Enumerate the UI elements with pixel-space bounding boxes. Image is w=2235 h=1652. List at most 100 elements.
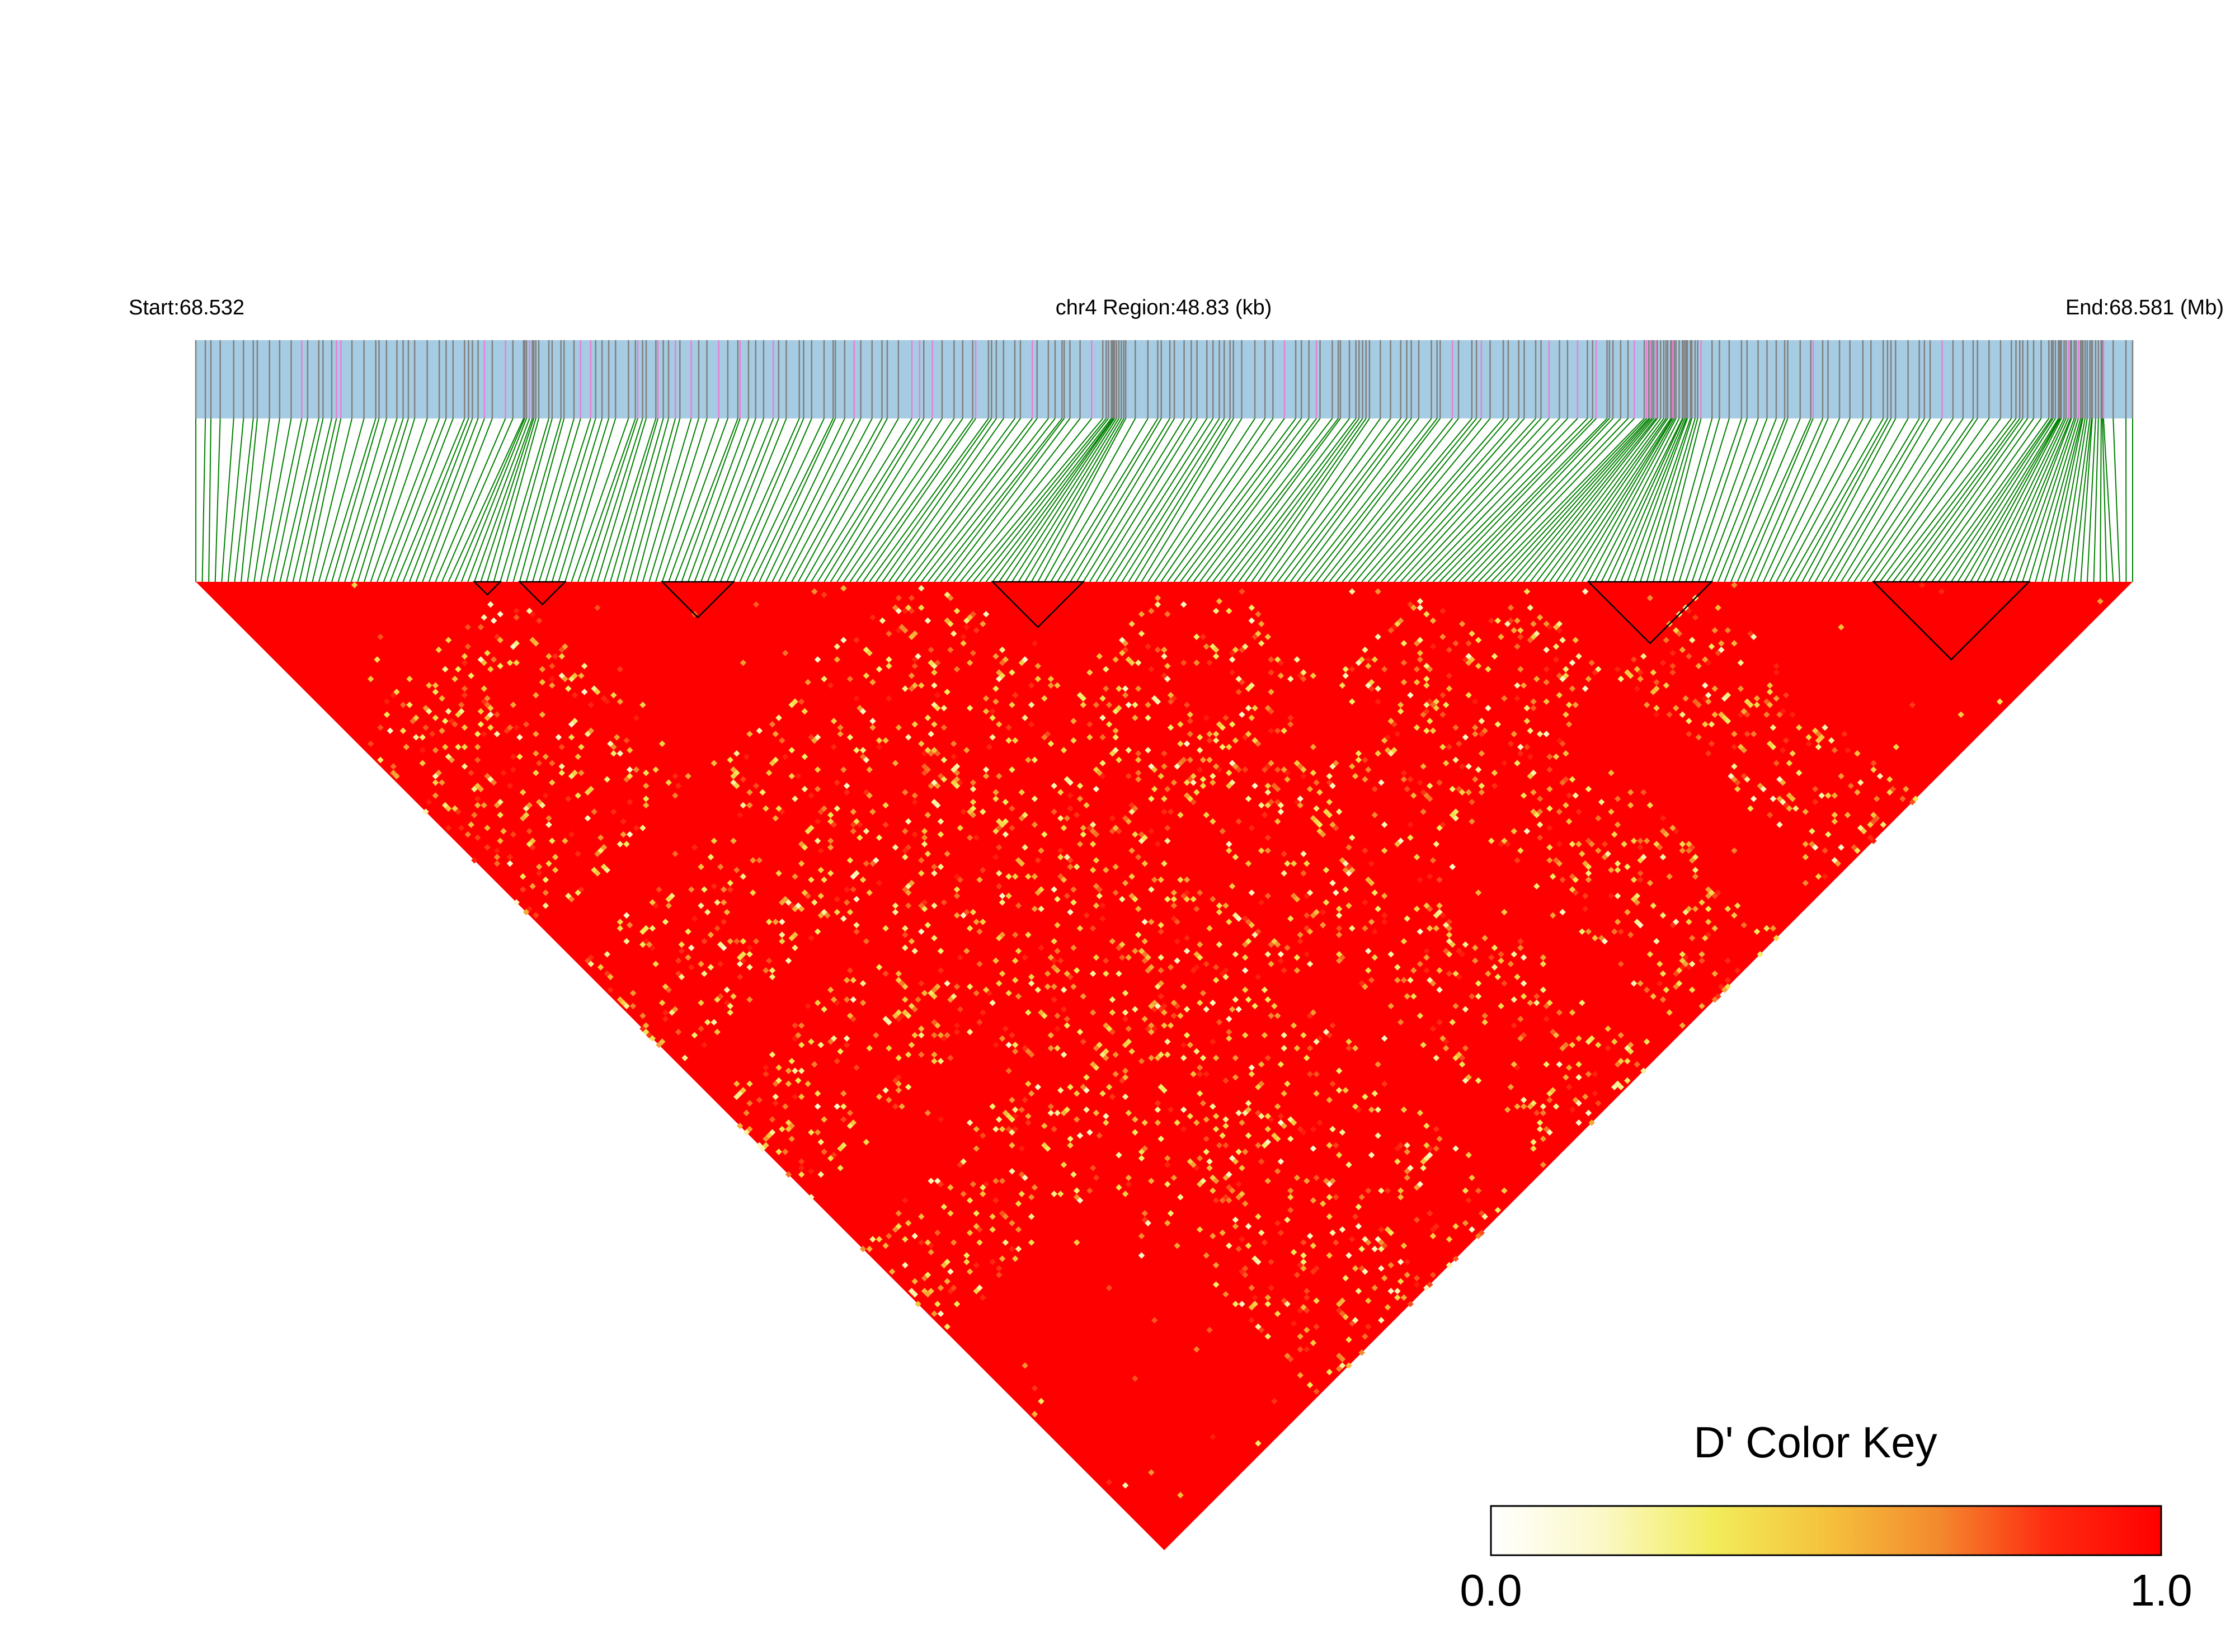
ld-cell [911, 798, 919, 806]
ld-cell [944, 1258, 951, 1265]
ld-cell [445, 825, 452, 831]
ld-cell [950, 1239, 957, 1246]
ld-cell [1132, 948, 1138, 954]
ld-cell [642, 769, 650, 776]
ld-cell [1096, 892, 1103, 900]
snp-connector [402, 418, 469, 582]
snp-connector [1432, 418, 1593, 582]
ld-cell [711, 837, 718, 844]
snp-connector [719, 418, 787, 582]
ld-cell [821, 1116, 827, 1123]
ld-cell [1151, 876, 1158, 883]
ld-cell [733, 769, 740, 776]
ld-cell [678, 973, 685, 981]
ld-cell [733, 867, 740, 874]
snp-connector [2073, 418, 2092, 582]
ld-cell [1724, 957, 1731, 964]
ld-cell [947, 595, 954, 601]
ld-cell [895, 608, 902, 614]
snp-connector [2100, 418, 2102, 582]
ld-cell [545, 815, 552, 822]
ld-cell [1151, 1025, 1158, 1032]
ld-cell [940, 704, 948, 712]
ld-cell [853, 921, 860, 929]
ld-cell [1530, 808, 1537, 815]
snp-connector [985, 418, 1112, 582]
ld-cell [542, 902, 549, 909]
snp-connector [1244, 418, 1363, 582]
snp-connector [610, 418, 659, 582]
ld-cell [944, 1032, 951, 1039]
ld-cell [604, 950, 611, 958]
ld-cell [1695, 734, 1702, 741]
ld-cell [1326, 1032, 1333, 1039]
ld-cell [1041, 1012, 1048, 1019]
ld-cell [1125, 1174, 1132, 1182]
ld-cell [1381, 821, 1388, 828]
ld-cell [1210, 1232, 1216, 1240]
ld-cell [432, 682, 439, 689]
ld-cell [1585, 870, 1592, 877]
ld-cell [1271, 1003, 1278, 1010]
ld-cell [1145, 714, 1151, 721]
ld-cell [1394, 977, 1401, 983]
ld-cell [1067, 805, 1074, 812]
ld-block-outline [660, 581, 736, 619]
ld-cell [792, 1067, 798, 1074]
ld-cell [918, 928, 925, 935]
ld-cell [1132, 714, 1138, 721]
ld-cell [1543, 1003, 1550, 1010]
ld-cell [1546, 766, 1553, 773]
ld-cell [853, 637, 860, 643]
ld-cell [982, 611, 990, 618]
ld-cell [1080, 1038, 1087, 1045]
ld-cell [963, 909, 970, 916]
ld-cell [714, 925, 721, 932]
ld-cell [1025, 873, 1032, 880]
ld-cell [1333, 1194, 1339, 1201]
ld-cell [1517, 633, 1524, 641]
ld-cell [513, 614, 520, 621]
ld-cell [529, 837, 536, 844]
snp-connector [778, 418, 862, 582]
ld-cell [1080, 825, 1087, 831]
ld-cell [1255, 1084, 1262, 1090]
ld-cell [1148, 763, 1155, 770]
snp-connector [1335, 418, 1472, 582]
ld-cell [1248, 921, 1255, 929]
ld-cell [1047, 1032, 1055, 1039]
ld-cell [717, 993, 724, 1000]
ld-cell [1471, 731, 1479, 737]
ld-cell [1145, 967, 1151, 974]
ld-cell [934, 782, 941, 789]
ld-cell [1196, 941, 1203, 948]
ld-cell [1585, 1109, 1592, 1117]
ld-cell [1779, 747, 1786, 754]
ld-cell [866, 1245, 873, 1253]
ld-cell [1333, 889, 1339, 896]
ld-cell [1333, 825, 1339, 831]
ld-cell [1624, 1058, 1631, 1065]
snp-connector [467, 418, 530, 582]
ld-cell [1297, 938, 1304, 945]
ld-cell [733, 1080, 740, 1088]
ld-cell [1702, 656, 1709, 663]
ld-cell [1326, 1213, 1333, 1220]
ld-cell [1348, 925, 1356, 932]
ld-cell [1064, 1022, 1071, 1029]
ld-cell [834, 656, 841, 663]
snp-connector [895, 418, 1015, 582]
ld-cell [772, 1100, 779, 1107]
ld-cell [1569, 776, 1576, 783]
ld-cell [1103, 685, 1109, 692]
ld-cell [1724, 718, 1731, 724]
ld-cell [1135, 750, 1142, 757]
ld-cell [1329, 782, 1336, 789]
ld-cell [937, 818, 944, 825]
ld-cell [513, 640, 520, 647]
ld-cell [765, 957, 773, 964]
ld-cell [1151, 766, 1158, 773]
ld-cell [850, 827, 857, 835]
ld-cell [1093, 1044, 1100, 1052]
ld-cell [1429, 643, 1437, 650]
